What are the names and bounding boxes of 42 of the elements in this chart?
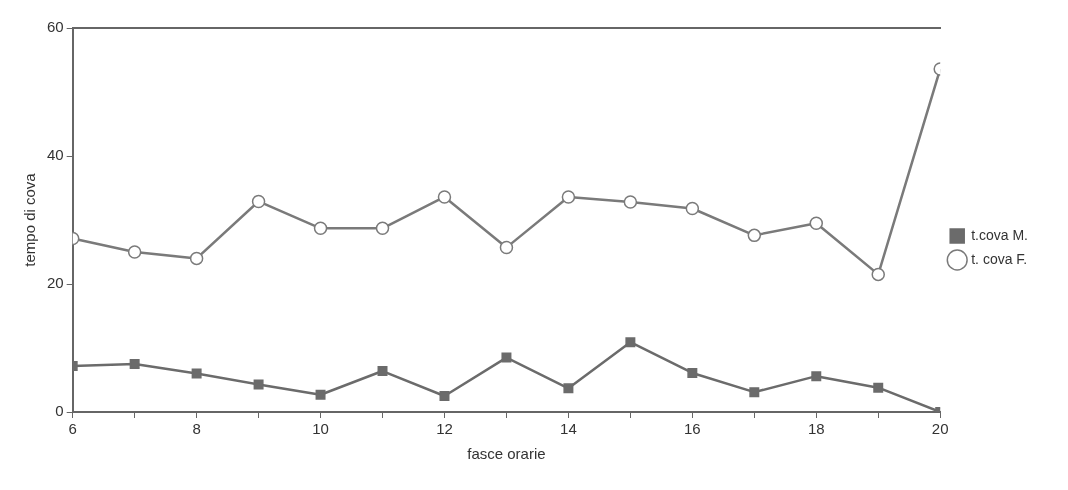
legend-label: t. cova F. [971, 250, 1028, 267]
x-tick-label: 20 [931, 420, 949, 438]
x-tick-label: 18 [807, 420, 825, 438]
point [127, 245, 142, 259]
point [313, 221, 328, 236]
x-tick-label: 10 [312, 420, 329, 438]
point [501, 352, 512, 363]
x-tick-label: 16 [684, 420, 701, 438]
point [871, 267, 885, 282]
x-tick-label: 6 [68, 420, 77, 438]
point [685, 201, 700, 216]
y-tick-label: 20 [47, 274, 64, 292]
point [315, 389, 326, 400]
legend-label: t.cova M. [971, 226, 1028, 243]
point [687, 367, 698, 378]
y-tick-label: 60 [47, 18, 64, 36]
point [499, 240, 514, 255]
point [191, 368, 202, 379]
point [809, 216, 824, 230]
point [873, 382, 884, 393]
point [749, 387, 760, 398]
point [377, 366, 388, 377]
x-tick-label: 14 [560, 420, 577, 438]
point [189, 251, 204, 266]
point [561, 190, 576, 204]
point [253, 379, 264, 390]
point [251, 194, 266, 209]
point [623, 195, 638, 209]
point [129, 359, 140, 369]
point [437, 190, 452, 204]
point [563, 383, 574, 394]
point [811, 371, 822, 382]
x-tick-label: 12 [436, 420, 453, 438]
point [747, 228, 762, 243]
y-tick-label: 0 [55, 402, 64, 420]
point [375, 221, 390, 236]
x-axis-title: fasce orarie [467, 445, 546, 463]
y-axis-title: tempo di cova [21, 172, 39, 267]
y-tick-label: 40 [47, 146, 64, 164]
point [439, 391, 450, 401]
x-tick-label: 8 [192, 420, 201, 438]
point [625, 337, 636, 348]
